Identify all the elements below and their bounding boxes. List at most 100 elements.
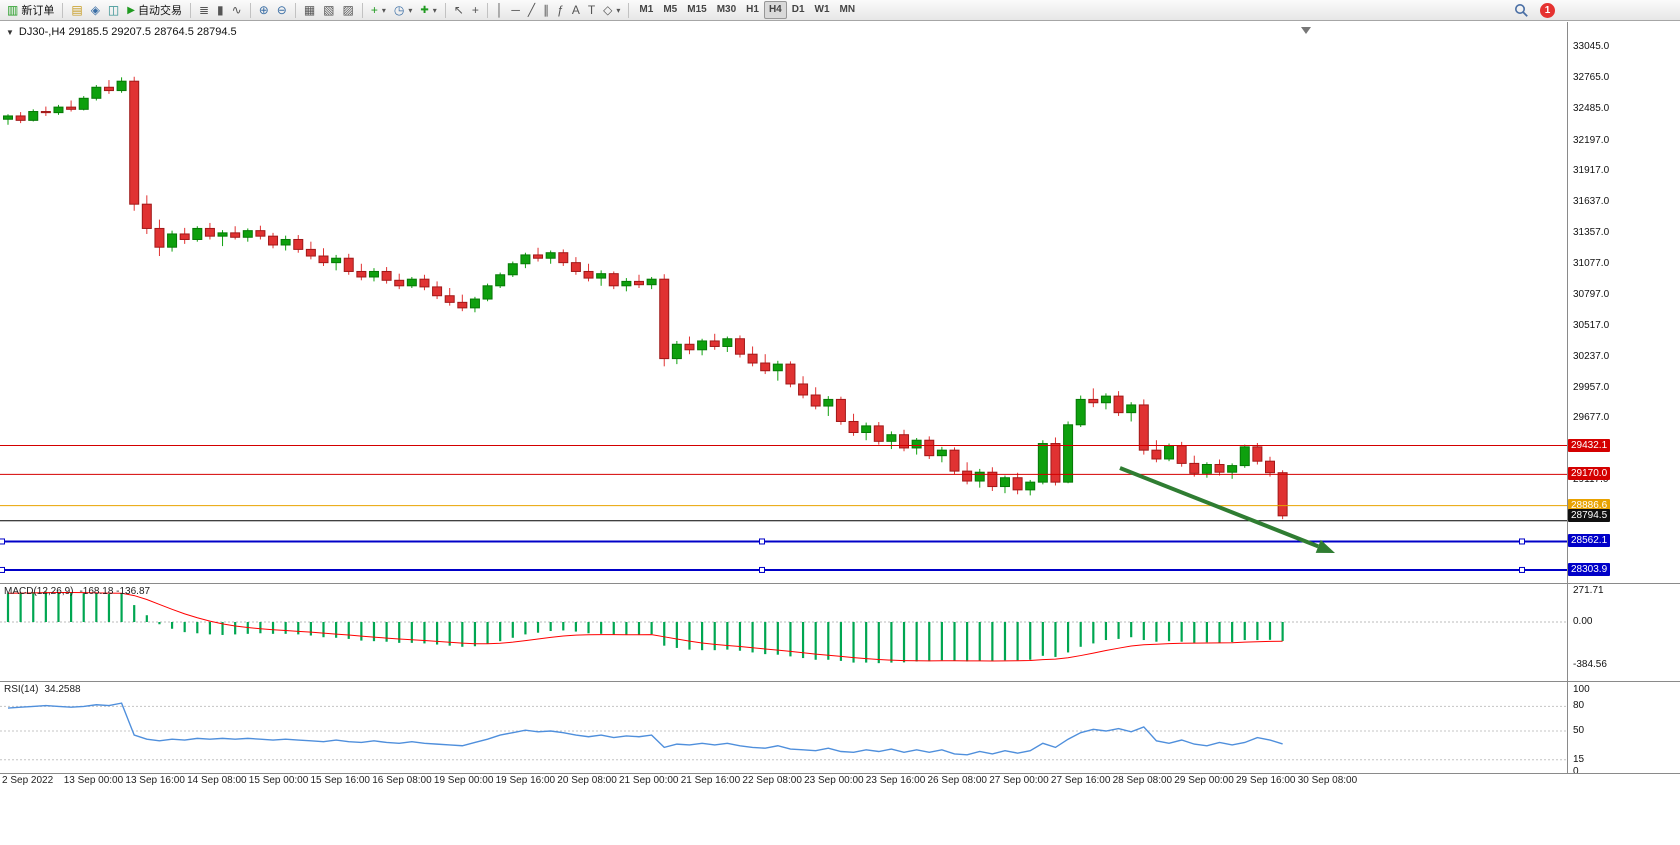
candle [167, 233, 178, 248]
price-tick-label: 33045.0 [1573, 41, 1610, 52]
zoom-out-icon[interactable]: ⊖ [276, 2, 287, 17]
rsi-scale-label: 50 [1573, 725, 1585, 736]
candle [646, 278, 657, 286]
one-click-panel-toggle[interactable]: ▼ [6, 27, 14, 37]
tile-windows-icon[interactable]: ▦ [303, 2, 316, 17]
period-button[interactable]: ◷ ▾ [391, 2, 416, 19]
bar-chart-icon[interactable]: ≣ [198, 2, 210, 17]
candle [457, 301, 468, 309]
line-handle[interactable] [1519, 566, 1525, 573]
time-axis-label: 23 Sep 00:00 [804, 775, 864, 786]
search-icon[interactable] [1514, 3, 1529, 23]
channel-tool-icon[interactable]: ∥ [543, 2, 550, 17]
macd-axis: 271.71 0.00 -384.56 [1567, 584, 1680, 681]
label-tool-icon[interactable]: T [587, 2, 596, 17]
trend-arrow-head[interactable] [1315, 539, 1335, 553]
candle [583, 270, 594, 279]
candle [697, 340, 708, 351]
timeframe-M5[interactable]: M5 [663, 4, 678, 15]
rsi-line [7, 702, 1283, 756]
timeframe-H1[interactable]: H1 [746, 4, 759, 15]
arrange-icons-icon[interactable]: ▨ [342, 2, 354, 17]
trendline-tool-icon[interactable]: ╱ [527, 2, 536, 17]
candle [28, 111, 39, 121]
candle [482, 285, 493, 300]
panel-separator[interactable] [0, 583, 1680, 584]
line-handle[interactable] [0, 538, 5, 545]
trend-arrow-annotation[interactable] [1119, 466, 1319, 549]
timeframe-W1[interactable]: W1 [814, 4, 830, 15]
price-badge: 28794.5 [1568, 508, 1611, 522]
new-order-label: 新订单 [21, 5, 55, 17]
timeframe-D1[interactable]: D1 [791, 4, 805, 15]
timeframe-M15[interactable]: M15 [687, 4, 707, 15]
navigator-icon[interactable]: ◈ [90, 2, 100, 17]
axis-divider [1567, 22, 1568, 773]
chart-shift-marker[interactable] [1301, 27, 1311, 34]
candle [469, 298, 480, 309]
time-axis-label: 27 Sep 16:00 [1050, 775, 1111, 786]
macd-scale-label: 0.00 [1573, 616, 1593, 627]
new-chart-button[interactable]: + ▾ [368, 2, 389, 19]
time-axis-label: 21 Sep 00:00 [619, 775, 679, 786]
rsi-panel[interactable] [0, 682, 1567, 773]
time-axis-label: 23 Sep 16:00 [865, 775, 926, 786]
cascade-windows-icon[interactable]: ▧ [323, 2, 335, 17]
line-handle[interactable] [759, 566, 765, 573]
market-watch-icon[interactable]: ▤ [71, 2, 83, 17]
chevron-down-icon: ▾ [408, 5, 413, 15]
indicators-button[interactable]: ✚ ▾ [417, 2, 439, 19]
rsi-scale-label: 100 [1573, 684, 1590, 695]
line-handle[interactable] [0, 566, 5, 573]
candle [381, 270, 392, 281]
macd-indicator-label: MACD(12,26,9) -168.18 -136.87 [4, 586, 150, 597]
candle [1063, 424, 1074, 483]
horizontal-line-tool-icon[interactable]: ─ [511, 2, 520, 17]
timeframe-H4[interactable]: H4 [763, 1, 787, 19]
line-chart-icon[interactable]: ∿ [231, 2, 242, 17]
time-axis-label: 30 Sep 08:00 [1297, 775, 1358, 786]
price-tick-label: 31917.0 [1573, 165, 1610, 177]
timeframe-M30[interactable]: M30 [716, 4, 737, 15]
autotrade-button[interactable]: ▶ 自动交易 [124, 2, 185, 19]
candle [1239, 446, 1250, 467]
cursor-tool-icon[interactable]: ↖ [453, 2, 464, 17]
time-axis-label: 19 Sep 16:00 [495, 775, 556, 786]
zoom-in-icon[interactable]: ⊕ [258, 2, 269, 17]
candle [507, 263, 518, 276]
new-order-button[interactable]: ▥ 新订单 [4, 2, 57, 19]
candle [1277, 472, 1288, 517]
panel-separator[interactable] [0, 681, 1680, 682]
line-handle[interactable] [1519, 538, 1525, 545]
time-axis-label: 19 Sep 00:00 [433, 775, 494, 786]
crosshair-tool-icon[interactable]: + [471, 2, 479, 17]
time-axis-label: 15 Sep 16:00 [310, 775, 371, 786]
text-tool-icon[interactable]: A [571, 2, 580, 17]
candle [899, 434, 910, 449]
macd-panel[interactable] [0, 584, 1567, 681]
chevron-down-icon: ▾ [616, 5, 621, 15]
timeframe-M1[interactable]: M1 [639, 4, 654, 15]
terminal-icon[interactable]: ◫ [107, 2, 120, 17]
notification-badge[interactable]: 1 [1540, 3, 1555, 18]
shapes-button[interactable]: ◇ ▾ [600, 2, 623, 19]
candle [798, 383, 809, 396]
price-badge: 29432.1 [1568, 438, 1611, 452]
rsi-axis: 100 80 50 15 0 [1567, 682, 1680, 777]
time-axis-label: 2 Sep 2022 [2, 775, 54, 786]
price-tick-label: 32485.0 [1573, 102, 1610, 114]
candle [1100, 395, 1111, 404]
price-tick-label: 32197.0 [1573, 134, 1610, 146]
candlestick-chart-icon[interactable]: ▮ [217, 2, 224, 17]
timeframe-MN[interactable]: MN [839, 4, 856, 15]
main-chart[interactable] [0, 22, 1567, 583]
candle [116, 80, 127, 92]
toolbar-separator [294, 2, 296, 18]
fibonacci-tool-icon[interactable]: ƒ [557, 2, 564, 17]
vertical-line-tool-icon[interactable]: │ [495, 2, 504, 17]
candle [760, 362, 771, 372]
candle [873, 425, 884, 442]
candle [772, 363, 783, 372]
candle [596, 273, 607, 279]
line-handle[interactable] [759, 538, 765, 545]
